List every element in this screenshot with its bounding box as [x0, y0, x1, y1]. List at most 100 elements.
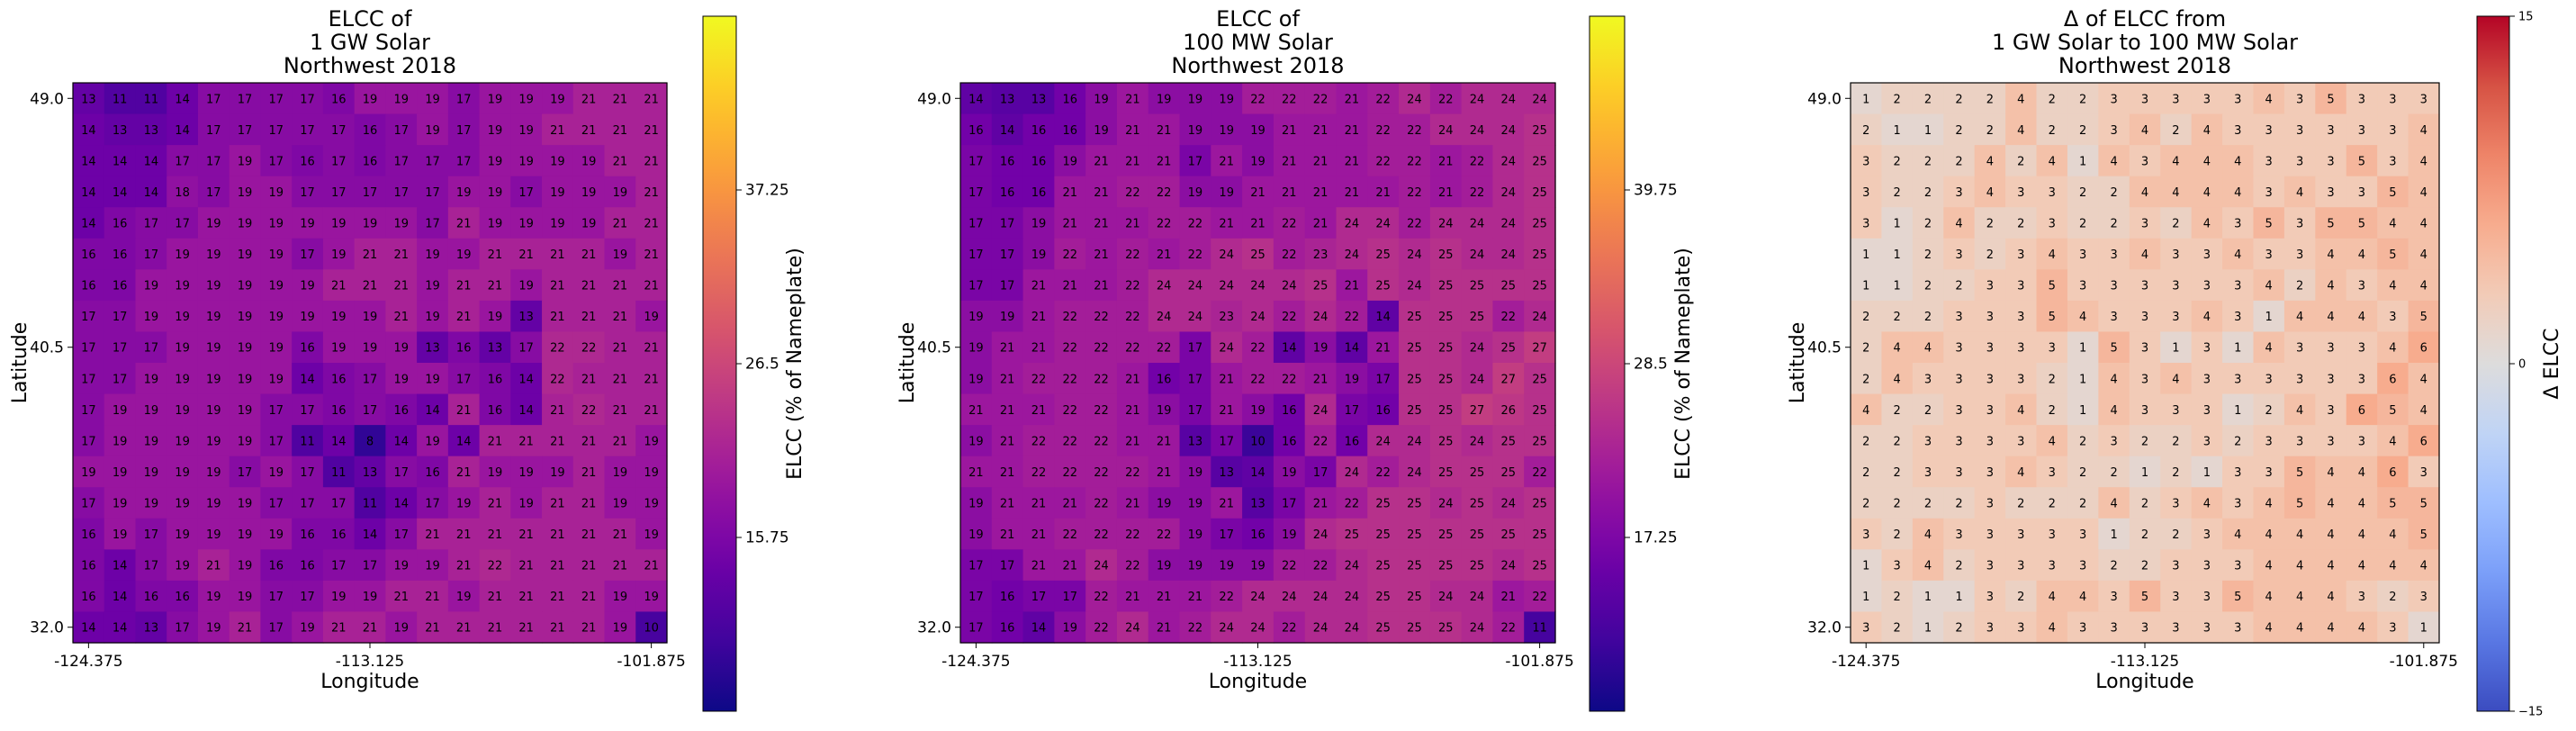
heatmap-cell: [2408, 113, 2440, 146]
heatmap-cell: [2191, 83, 2223, 115]
cell-value-label: 4: [2420, 560, 2427, 573]
cell-value-label: 22: [1157, 342, 1172, 356]
cell-value-label: 2: [1955, 280, 1962, 293]
heatmap-cell: [260, 113, 293, 146]
heatmap-cell: [354, 456, 386, 488]
cell-value-label: 19: [1345, 373, 1360, 386]
heatmap-cell: [542, 425, 574, 457]
cell-value-label: 19: [206, 591, 221, 604]
heatmap-cell: [354, 363, 386, 395]
heatmap-cell: [2253, 425, 2285, 457]
cell-value-label: 19: [1157, 560, 1172, 573]
heatmap-cell: [2346, 425, 2378, 457]
heatmap-cell: [1179, 580, 1211, 613]
cell-value-label: 2: [1955, 498, 1962, 511]
heatmap-cell: [1022, 425, 1055, 457]
cell-value-label: 3: [1986, 342, 1994, 356]
heatmap-cell: [2160, 549, 2193, 582]
heatmap-cell: [2283, 518, 2316, 550]
cell-value-label: 2: [2172, 124, 2179, 138]
heatmap-cell: [1148, 331, 1181, 364]
cell-value-label: 21: [393, 248, 409, 262]
cell-value-label: 24: [1219, 622, 1234, 636]
cell-value-label: 21: [1157, 622, 1172, 636]
cell-value-label: 3: [2049, 528, 2056, 542]
heatmap-cell: [2283, 363, 2316, 395]
cell-value-label: 22: [1125, 342, 1140, 356]
heatmap-cell: [572, 145, 606, 177]
heatmap-cell: [1304, 238, 1338, 270]
cell-value-label: 3: [2172, 248, 2179, 262]
heatmap-cell: [1881, 113, 1914, 146]
cell-value-label: 24: [1313, 591, 1329, 604]
cell-value-label: 4: [2389, 560, 2396, 573]
heatmap-cell: [2377, 238, 2409, 270]
cell-value-label: 4: [2172, 186, 2179, 200]
cell-value-label: 21: [425, 528, 440, 542]
heatmap-cell: [1179, 611, 1211, 644]
cell-value-label: 22: [1062, 248, 1077, 262]
heatmap-cell: [2346, 487, 2378, 519]
heatmap-cell: [1492, 487, 1525, 519]
heatmap-cell: [2098, 83, 2130, 115]
colorbar-tick-label: −15: [2518, 705, 2543, 718]
cell-value-label: 1: [1862, 93, 1869, 106]
cell-value-label: 19: [518, 155, 534, 168]
cell-value-label: 5: [2420, 528, 2427, 542]
heatmap-cell: [604, 363, 636, 395]
heatmap-cell: [479, 300, 511, 333]
heatmap-cell: [991, 425, 1024, 457]
heatmap-cell: [135, 393, 167, 426]
heatmap-cell: [1367, 83, 1400, 115]
heatmap-cell: [260, 176, 293, 208]
heatmap-cell: [1179, 393, 1211, 426]
heatmap-cell: [2222, 113, 2255, 146]
heatmap-cell: [604, 331, 636, 364]
cell-value-label: 22: [1188, 218, 1203, 231]
cell-value-label: 19: [175, 498, 190, 511]
cell-value-label: 19: [613, 498, 628, 511]
heatmap-cell: [1943, 549, 1976, 582]
cell-value-label: 4: [2296, 560, 2303, 573]
heatmap-cell: [167, 83, 199, 115]
heatmap-cell: [2129, 611, 2161, 644]
heatmap-cell: [229, 83, 262, 115]
heatmap-cell: [572, 207, 606, 239]
heatmap-cell: [1085, 300, 1118, 333]
cell-value-label: 1: [2234, 404, 2241, 418]
cell-value-label: 3: [2296, 155, 2303, 168]
heatmap-cell: [2191, 363, 2223, 395]
cell-value-label: 3: [2110, 93, 2117, 106]
cell-value-label: 2: [2079, 466, 2086, 480]
cell-value-label: 16: [1031, 124, 1047, 138]
cell-value-label: 19: [269, 466, 284, 480]
heatmap-cell: [604, 207, 636, 239]
heatmap-cell: [1022, 83, 1055, 115]
heatmap-cell: [2160, 207, 2193, 239]
cell-value-label: 21: [1282, 124, 1297, 138]
cell-value-label: 19: [300, 280, 315, 293]
cell-value-label: 4: [2420, 186, 2427, 200]
cell-value-label: 3: [2420, 591, 2427, 604]
cell-value-label: 21: [1313, 218, 1329, 231]
cell-value-label: 17: [144, 560, 159, 573]
cell-value-label: 4: [2420, 155, 2427, 168]
cell-value-label: 2: [2079, 124, 2086, 138]
heatmap-cell: [1492, 176, 1525, 208]
heatmap-cell: [2129, 83, 2161, 115]
cell-value-label: 2: [1986, 93, 1994, 106]
heatmap-cell: [2253, 238, 2285, 270]
cell-value-label: 25: [1470, 560, 1485, 573]
cell-value-label: 16: [81, 248, 96, 262]
heatmap-cell: [2129, 580, 2161, 613]
heatmap-cell: [1492, 393, 1525, 426]
cell-value-label: 19: [1157, 404, 1172, 418]
heatmap-cell: [1429, 176, 1463, 208]
heatmap-cell: [260, 549, 293, 582]
heatmap-cell: [1242, 611, 1274, 644]
heatmap-cell: [960, 300, 993, 333]
cell-value-label: 13: [1000, 93, 1015, 106]
heatmap-cell: [1943, 269, 1976, 302]
cell-value-label: 19: [393, 373, 409, 386]
cell-value-label: 21: [1125, 155, 1140, 168]
